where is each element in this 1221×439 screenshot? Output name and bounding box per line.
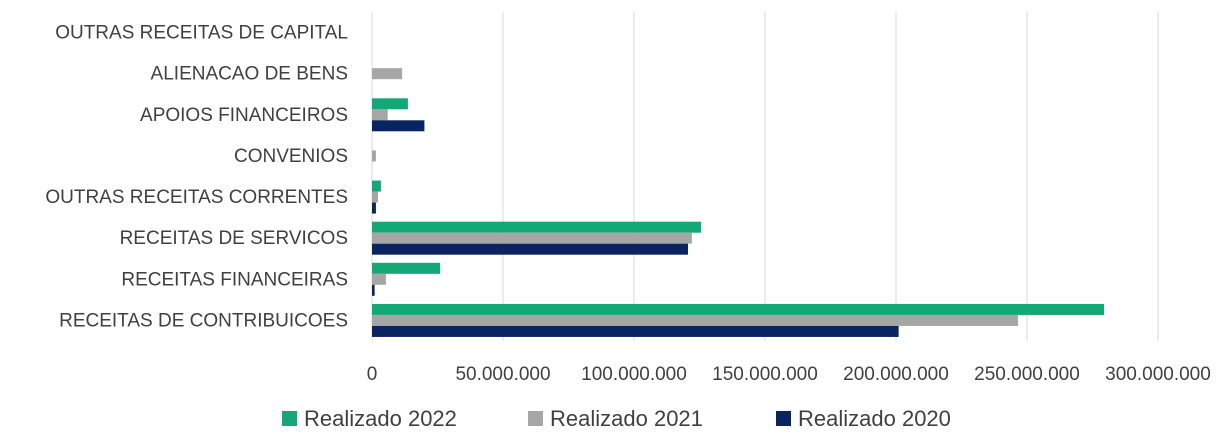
y-tick-label: OUTRAS RECEITAS CORRENTES	[45, 187, 348, 208]
bar	[372, 98, 408, 110]
x-tick-label: 300.000.000	[1105, 364, 1211, 385]
bar	[372, 68, 403, 80]
bar	[372, 180, 381, 192]
x-tick-label: 250.000.000	[974, 364, 1080, 385]
x-tick-label: 200.000.000	[843, 364, 949, 385]
bar	[372, 221, 702, 233]
y-tick-label: ALIENACAO DE BENS	[151, 64, 348, 85]
legend-swatch	[282, 411, 297, 426]
bar	[372, 273, 386, 285]
bar	[372, 232, 692, 244]
x-tick-label: 50.000.000	[455, 364, 550, 385]
bar	[372, 243, 688, 255]
y-tick-label: RECEITAS DE CONTRIBUICOES	[59, 310, 348, 331]
bar	[372, 150, 376, 162]
bar	[372, 303, 1105, 315]
y-tick-label: RECEITAS DE SERVICOS	[120, 228, 348, 249]
bar	[372, 284, 375, 296]
bar	[372, 325, 899, 337]
bar	[372, 191, 379, 203]
legend-label: Realizado 2020	[798, 406, 951, 431]
bar	[372, 120, 425, 132]
bar	[372, 202, 376, 214]
bar	[372, 262, 441, 274]
y-tick-label: APOIOS FINANCEIROS	[140, 105, 348, 126]
y-tick-label: RECEITAS FINANCEIRAS	[121, 269, 348, 290]
legend-swatch	[528, 411, 543, 426]
legend-label: Realizado 2022	[304, 406, 457, 431]
legend-label: Realizado 2021	[550, 406, 703, 431]
x-tick-label: 150.000.000	[712, 364, 818, 385]
x-tick-label: 100.000.000	[581, 364, 687, 385]
bar	[372, 314, 1019, 326]
x-tick-label: 0	[367, 364, 378, 385]
legend-swatch	[776, 411, 791, 426]
y-tick-label: CONVENIOS	[234, 146, 348, 167]
y-tick-label: OUTRAS RECEITAS DE CAPITAL	[55, 23, 348, 44]
bar	[372, 109, 388, 121]
